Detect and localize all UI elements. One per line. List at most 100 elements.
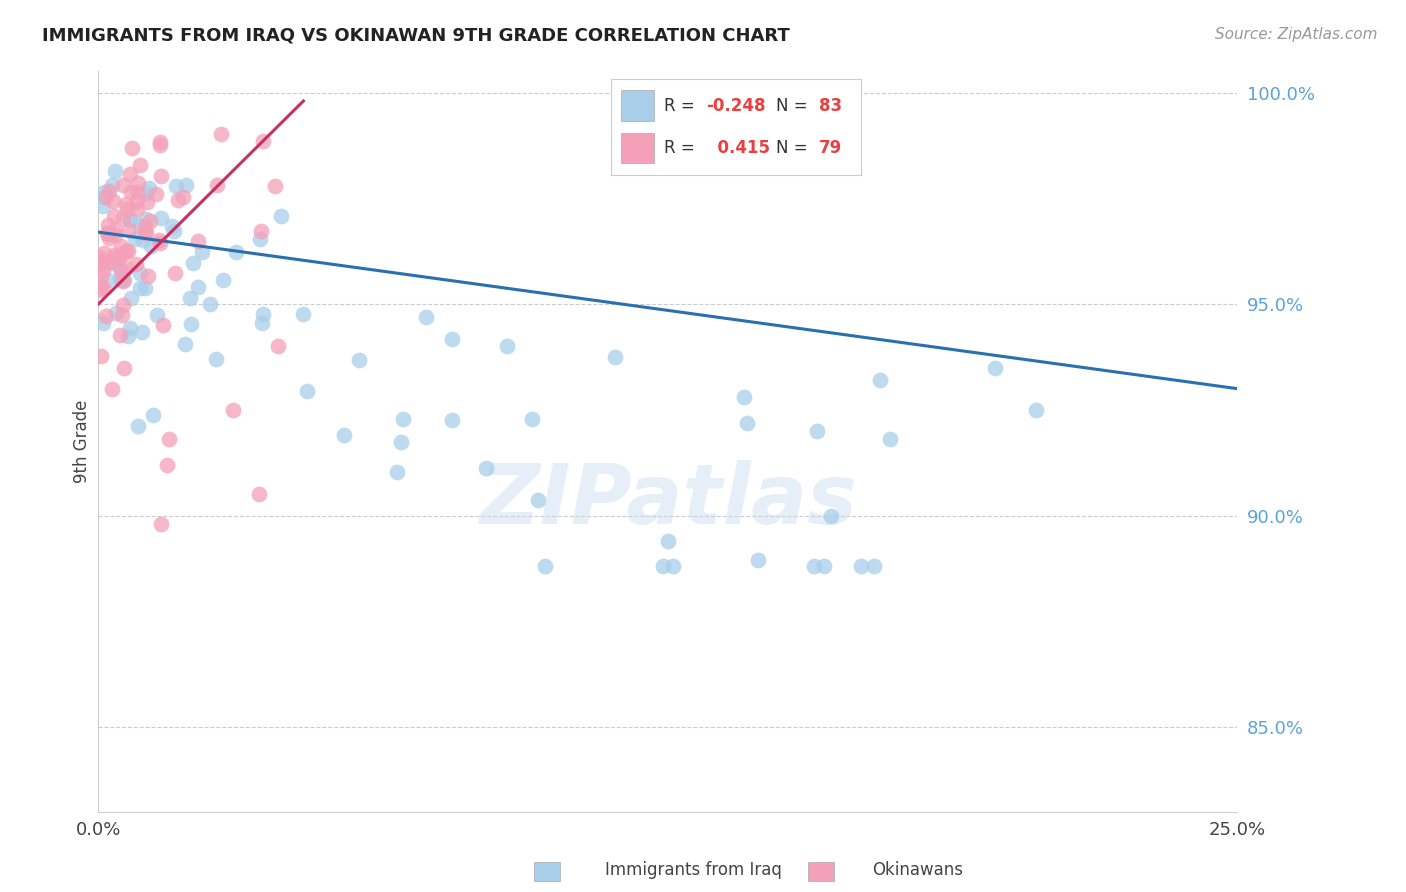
Point <box>101 178 124 192</box>
Point <box>94 309 117 323</box>
Point <box>89 256 111 270</box>
Point <box>96 227 118 241</box>
Point <box>333 427 356 442</box>
Point <box>803 559 825 574</box>
Point <box>115 260 138 275</box>
Point <box>534 559 557 574</box>
Text: Okinawans: Okinawans <box>872 861 963 879</box>
Point <box>174 178 197 193</box>
FancyBboxPatch shape <box>621 90 654 121</box>
Text: IMMIGRANTS FROM IRAQ VS OKINAWAN 9TH GRADE CORRELATION CHART: IMMIGRANTS FROM IRAQ VS OKINAWAN 9TH GRA… <box>42 27 790 45</box>
Point <box>165 178 187 193</box>
Point <box>205 352 228 367</box>
Point <box>138 181 160 195</box>
Point <box>984 360 1007 375</box>
Point <box>114 197 136 211</box>
Text: ZIPatlas: ZIPatlas <box>479 460 856 541</box>
Point <box>101 382 124 396</box>
Text: N =: N = <box>776 96 813 115</box>
Point <box>879 433 901 447</box>
Point <box>112 178 135 193</box>
Point <box>347 352 370 367</box>
Point <box>180 317 202 331</box>
Point <box>657 534 679 549</box>
Point <box>112 245 135 260</box>
Point <box>120 320 142 334</box>
Point <box>134 227 156 241</box>
Point <box>389 435 412 450</box>
Point <box>121 141 143 155</box>
Point <box>91 281 114 295</box>
Point <box>152 318 174 333</box>
Point <box>97 184 120 198</box>
Point <box>97 256 120 270</box>
Point <box>125 194 148 208</box>
Point <box>129 158 152 172</box>
Point <box>252 307 274 321</box>
Point <box>440 413 463 427</box>
Point <box>136 268 159 283</box>
Point <box>110 264 132 278</box>
Point <box>128 266 150 280</box>
Point <box>863 559 886 574</box>
Point <box>108 261 131 276</box>
Point <box>141 239 163 253</box>
Point <box>735 416 758 430</box>
Point <box>108 328 131 343</box>
Point <box>107 252 129 266</box>
Point <box>89 251 111 265</box>
Point <box>115 202 138 216</box>
Point <box>652 559 675 574</box>
Point <box>820 508 842 523</box>
Text: -0.248: -0.248 <box>706 96 766 115</box>
Point <box>103 248 125 262</box>
Point <box>270 209 292 223</box>
Point <box>247 487 270 501</box>
Point <box>112 211 135 225</box>
Point <box>249 232 271 246</box>
Point <box>187 234 209 248</box>
Point <box>145 187 167 202</box>
Point <box>150 211 173 225</box>
Point <box>110 238 132 252</box>
Point <box>104 227 127 242</box>
Point <box>149 138 172 153</box>
Point <box>110 271 132 285</box>
Point <box>131 325 153 339</box>
Point <box>475 461 498 475</box>
Point <box>392 412 415 426</box>
Point <box>198 296 221 310</box>
Text: Source: ZipAtlas.com: Source: ZipAtlas.com <box>1215 27 1378 42</box>
Point <box>813 559 835 574</box>
Point <box>163 266 186 280</box>
Point <box>150 169 173 184</box>
Point <box>172 190 194 204</box>
Point <box>191 244 214 259</box>
Text: 79: 79 <box>818 139 842 157</box>
Point <box>127 418 149 433</box>
Point <box>207 178 229 192</box>
Point <box>138 213 160 227</box>
Point <box>441 332 464 346</box>
Point <box>181 255 204 269</box>
Point <box>89 283 111 297</box>
Text: 83: 83 <box>818 96 842 115</box>
Point <box>747 553 769 567</box>
Point <box>163 224 186 238</box>
Point <box>211 272 233 286</box>
Point <box>127 176 149 190</box>
Point <box>97 227 120 241</box>
Point <box>94 189 117 203</box>
Point <box>90 253 112 268</box>
Point <box>150 516 173 531</box>
Text: R =: R = <box>664 139 700 157</box>
Point <box>125 185 148 199</box>
Point <box>209 128 232 142</box>
Point <box>142 409 165 423</box>
Point <box>128 281 150 295</box>
Point <box>148 233 170 247</box>
Point <box>120 291 142 305</box>
Point <box>149 235 172 250</box>
Point <box>111 273 134 287</box>
Point <box>103 256 125 270</box>
